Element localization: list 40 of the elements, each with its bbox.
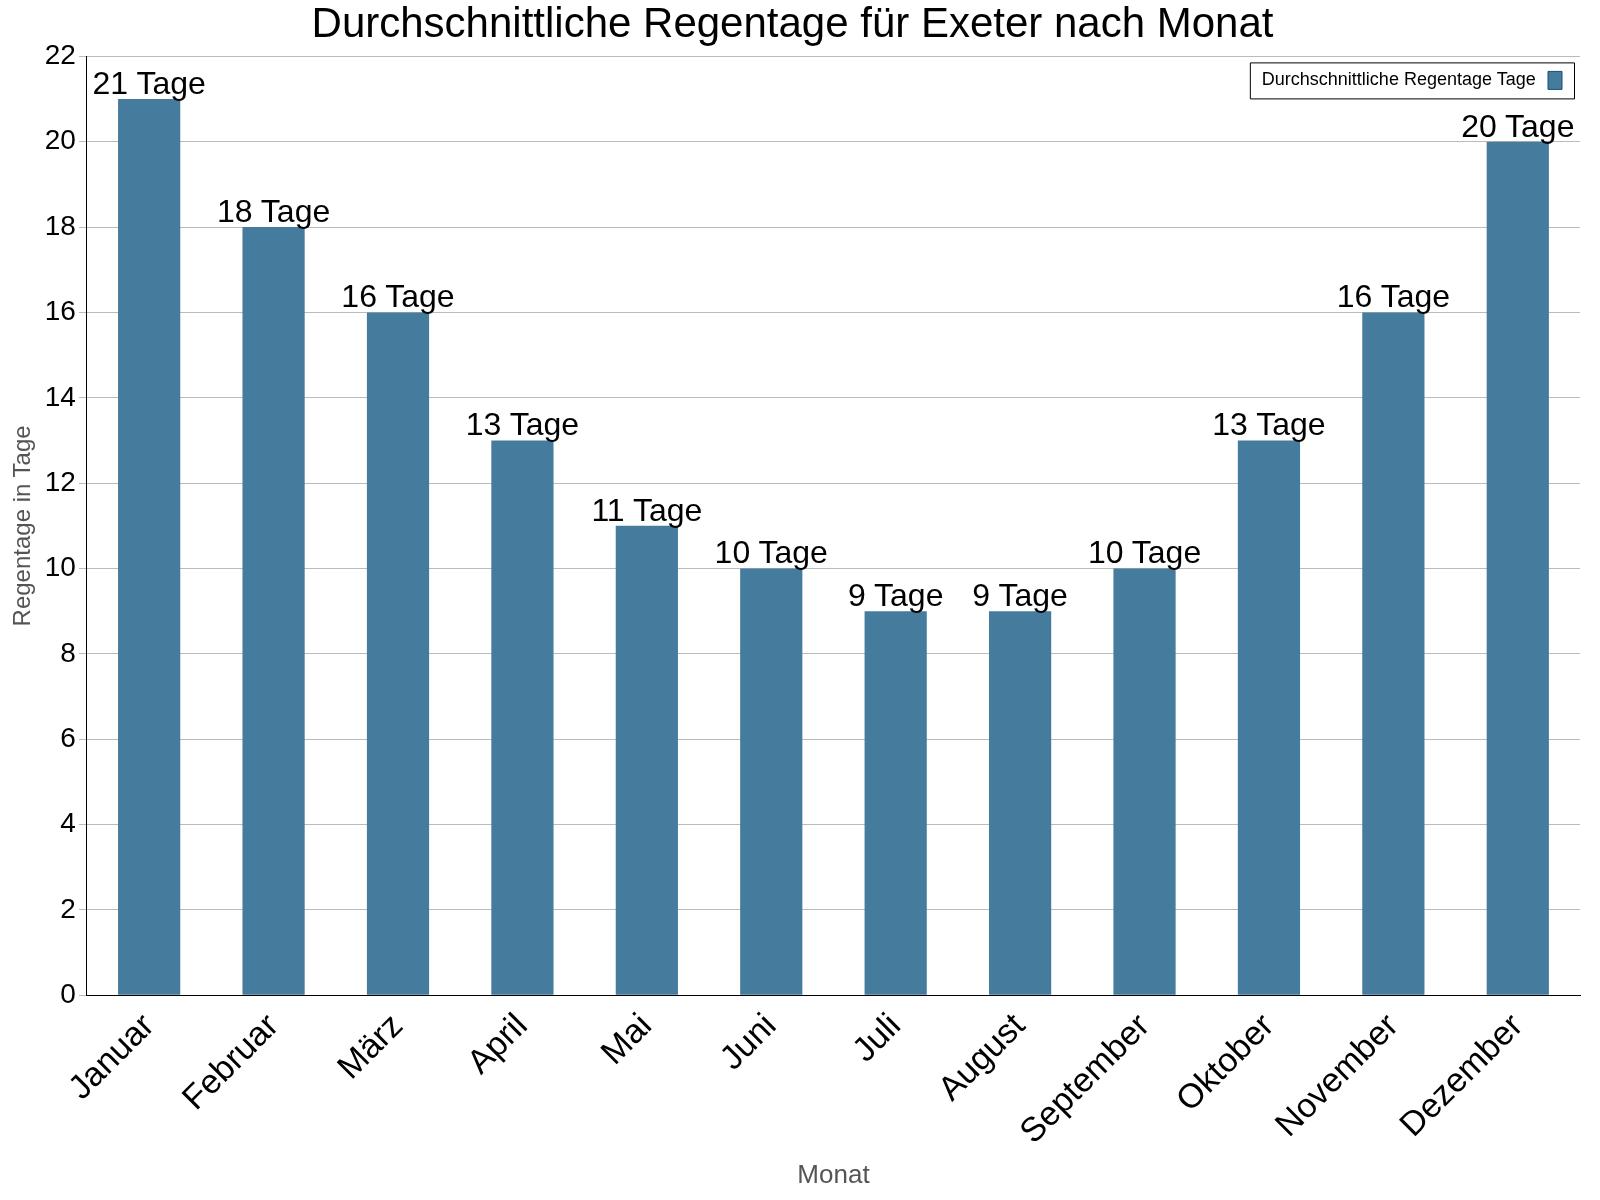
data-label: 10 Tage bbox=[714, 534, 828, 571]
x-axis-title: Monat bbox=[797, 1158, 871, 1189]
data-label: 10 Tage bbox=[1087, 534, 1202, 571]
legend-label: Durchschnittliche Regentage Tage bbox=[1261, 69, 1536, 90]
y-tick-label: 22 bbox=[44, 39, 76, 71]
bar bbox=[366, 312, 430, 995]
data-label: 9 Tage bbox=[847, 577, 944, 614]
data-label: 16 Tage bbox=[341, 278, 455, 315]
y-tick-label: 0 bbox=[60, 978, 76, 1010]
y-axis-title: Regentage in Tage bbox=[8, 425, 36, 627]
bar bbox=[242, 227, 305, 995]
bar bbox=[1113, 568, 1176, 995]
x-tick-label: Mai bbox=[592, 1005, 659, 1072]
y-tick-label: 6 bbox=[60, 721, 76, 753]
data-label: 11 Tage bbox=[591, 491, 703, 528]
data-label: 21 Tage bbox=[92, 64, 206, 101]
data-label: 20 Tage bbox=[1461, 107, 1575, 144]
data-label: 18 Tage bbox=[216, 192, 331, 229]
bar bbox=[989, 611, 1052, 995]
bar bbox=[1362, 312, 1425, 995]
data-label: 13 Tage bbox=[1212, 406, 1326, 443]
y-tick-label: 10 bbox=[44, 551, 76, 583]
data-label: 13 Tage bbox=[465, 406, 580, 443]
y-tick-label: 20 bbox=[44, 124, 76, 156]
x-tick-label: Juli bbox=[844, 1005, 908, 1069]
y-tick-label: 4 bbox=[60, 807, 76, 839]
data-label: 16 Tage bbox=[1336, 278, 1451, 315]
data-label: 9 Tage bbox=[972, 577, 1068, 614]
y-tick-label: 16 bbox=[44, 295, 76, 327]
y-tick-label: 12 bbox=[44, 465, 76, 497]
bar bbox=[118, 99, 181, 995]
y-tick-label: 14 bbox=[44, 380, 76, 412]
y-tick-label: 8 bbox=[60, 636, 76, 668]
bar bbox=[1237, 440, 1301, 995]
chart-title: Durchschnittliche Regentage für Exeter nach Monat bbox=[311, 0, 1274, 46]
y-tick-label: 18 bbox=[44, 209, 76, 241]
bar bbox=[864, 611, 927, 995]
bar bbox=[740, 568, 803, 995]
bar bbox=[491, 440, 554, 995]
y-tick-label: 2 bbox=[60, 892, 76, 924]
